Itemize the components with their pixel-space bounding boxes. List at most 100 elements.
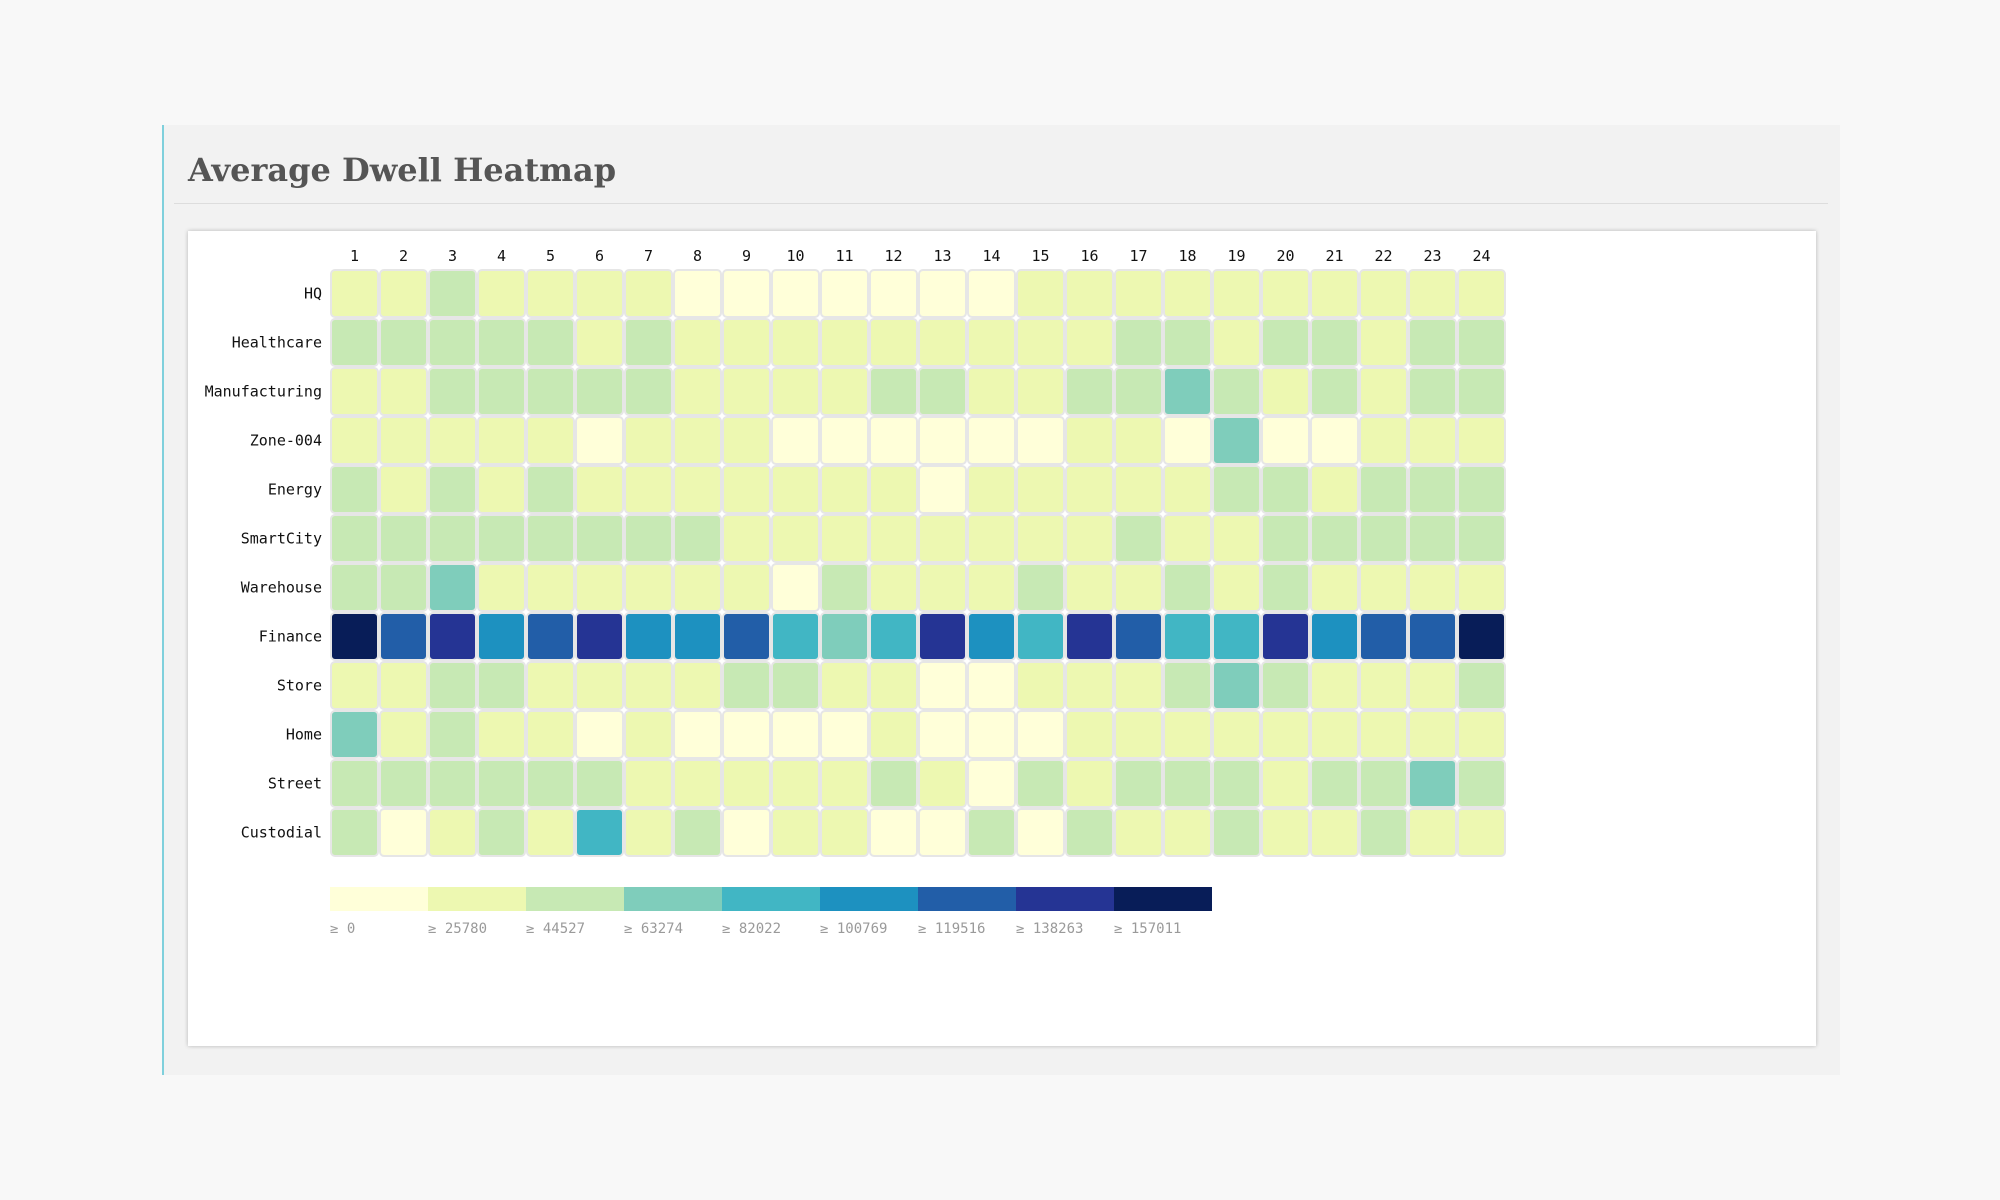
- heatmap-cell[interactable]: [1114, 367, 1163, 416]
- heatmap-cell[interactable]: [526, 514, 575, 563]
- heatmap-cell[interactable]: [526, 759, 575, 808]
- heatmap-cell[interactable]: [771, 465, 820, 514]
- heatmap-cell[interactable]: [428, 514, 477, 563]
- heatmap-cell[interactable]: [624, 661, 673, 710]
- heatmap-cell[interactable]: [771, 416, 820, 465]
- heatmap-cell[interactable]: [673, 563, 722, 612]
- heatmap-cell[interactable]: [820, 465, 869, 514]
- heatmap-cell[interactable]: [1261, 563, 1310, 612]
- heatmap-cell[interactable]: [1016, 269, 1065, 318]
- heatmap-cell[interactable]: [330, 661, 379, 710]
- heatmap-cell[interactable]: [722, 514, 771, 563]
- heatmap-cell[interactable]: [1261, 661, 1310, 710]
- heatmap-cell[interactable]: [1359, 759, 1408, 808]
- heatmap-cell[interactable]: [1163, 465, 1212, 514]
- heatmap-cell[interactable]: [1212, 710, 1261, 759]
- heatmap-cell[interactable]: [673, 710, 722, 759]
- heatmap-cell[interactable]: [722, 661, 771, 710]
- heatmap-cell[interactable]: [428, 710, 477, 759]
- heatmap-cell[interactable]: [428, 269, 477, 318]
- heatmap-cell[interactable]: [1310, 269, 1359, 318]
- heatmap-cell[interactable]: [1457, 416, 1506, 465]
- heatmap-cell[interactable]: [624, 759, 673, 808]
- heatmap-cell[interactable]: [869, 514, 918, 563]
- heatmap-cell[interactable]: [820, 661, 869, 710]
- heatmap-cell[interactable]: [918, 612, 967, 661]
- heatmap-cell[interactable]: [477, 269, 526, 318]
- heatmap-cell[interactable]: [820, 710, 869, 759]
- heatmap-cell[interactable]: [1163, 661, 1212, 710]
- heatmap-cell[interactable]: [1408, 808, 1457, 857]
- heatmap-cell[interactable]: [477, 563, 526, 612]
- heatmap-cell[interactable]: [1359, 563, 1408, 612]
- heatmap-cell[interactable]: [918, 367, 967, 416]
- heatmap-cell[interactable]: [575, 808, 624, 857]
- heatmap-cell[interactable]: [1016, 367, 1065, 416]
- heatmap-cell[interactable]: [526, 367, 575, 416]
- heatmap-cell[interactable]: [1212, 759, 1261, 808]
- heatmap-cell[interactable]: [1016, 514, 1065, 563]
- heatmap-cell[interactable]: [1408, 759, 1457, 808]
- heatmap-cell[interactable]: [869, 269, 918, 318]
- heatmap-cell[interactable]: [526, 465, 575, 514]
- heatmap-cell[interactable]: [428, 367, 477, 416]
- heatmap-cell[interactable]: [1310, 759, 1359, 808]
- heatmap-cell[interactable]: [624, 318, 673, 367]
- heatmap-cell[interactable]: [1114, 318, 1163, 367]
- heatmap-cell[interactable]: [624, 710, 673, 759]
- heatmap-cell[interactable]: [771, 759, 820, 808]
- heatmap-cell[interactable]: [477, 661, 526, 710]
- heatmap-cell[interactable]: [330, 710, 379, 759]
- heatmap-cell[interactable]: [1163, 563, 1212, 612]
- heatmap-cell[interactable]: [379, 661, 428, 710]
- heatmap-cell[interactable]: [477, 367, 526, 416]
- heatmap-cell[interactable]: [673, 514, 722, 563]
- heatmap-cell[interactable]: [673, 759, 722, 808]
- heatmap-cell[interactable]: [869, 416, 918, 465]
- heatmap-cell[interactable]: [379, 465, 428, 514]
- heatmap-cell[interactable]: [330, 759, 379, 808]
- heatmap-cell[interactable]: [1114, 661, 1163, 710]
- heatmap-cell[interactable]: [1163, 416, 1212, 465]
- heatmap-cell[interactable]: [428, 465, 477, 514]
- heatmap-cell[interactable]: [526, 808, 575, 857]
- heatmap-cell[interactable]: [1261, 318, 1310, 367]
- heatmap-cell[interactable]: [722, 416, 771, 465]
- heatmap-cell[interactable]: [1408, 465, 1457, 514]
- heatmap-cell[interactable]: [379, 416, 428, 465]
- heatmap-cell[interactable]: [330, 465, 379, 514]
- heatmap-cell[interactable]: [1261, 416, 1310, 465]
- heatmap-cell[interactable]: [722, 367, 771, 416]
- heatmap-cell[interactable]: [379, 710, 428, 759]
- heatmap-cell[interactable]: [624, 808, 673, 857]
- heatmap-cell[interactable]: [428, 416, 477, 465]
- heatmap-cell[interactable]: [624, 269, 673, 318]
- heatmap-cell[interactable]: [1016, 416, 1065, 465]
- heatmap-cell[interactable]: [967, 367, 1016, 416]
- heatmap-cell[interactable]: [771, 269, 820, 318]
- heatmap-cell[interactable]: [1310, 710, 1359, 759]
- heatmap-cell[interactable]: [869, 465, 918, 514]
- heatmap-cell[interactable]: [771, 661, 820, 710]
- heatmap-cell[interactable]: [1261, 612, 1310, 661]
- heatmap-cell[interactable]: [1261, 710, 1310, 759]
- heatmap-cell[interactable]: [967, 416, 1016, 465]
- heatmap-cell[interactable]: [1261, 759, 1310, 808]
- heatmap-cell[interactable]: [1114, 808, 1163, 857]
- heatmap-cell[interactable]: [673, 318, 722, 367]
- heatmap-cell[interactable]: [869, 808, 918, 857]
- heatmap-cell[interactable]: [1359, 808, 1408, 857]
- heatmap-cell[interactable]: [379, 269, 428, 318]
- heatmap-cell[interactable]: [477, 318, 526, 367]
- heatmap-cell[interactable]: [1261, 367, 1310, 416]
- heatmap-cell[interactable]: [1016, 759, 1065, 808]
- heatmap-cell[interactable]: [1310, 661, 1359, 710]
- heatmap-cell[interactable]: [820, 367, 869, 416]
- heatmap-cell[interactable]: [477, 759, 526, 808]
- heatmap-cell[interactable]: [1114, 612, 1163, 661]
- heatmap-cell[interactable]: [1457, 710, 1506, 759]
- heatmap-cell[interactable]: [771, 367, 820, 416]
- heatmap-cell[interactable]: [1310, 318, 1359, 367]
- heatmap-cell[interactable]: [771, 514, 820, 563]
- heatmap-cell[interactable]: [575, 759, 624, 808]
